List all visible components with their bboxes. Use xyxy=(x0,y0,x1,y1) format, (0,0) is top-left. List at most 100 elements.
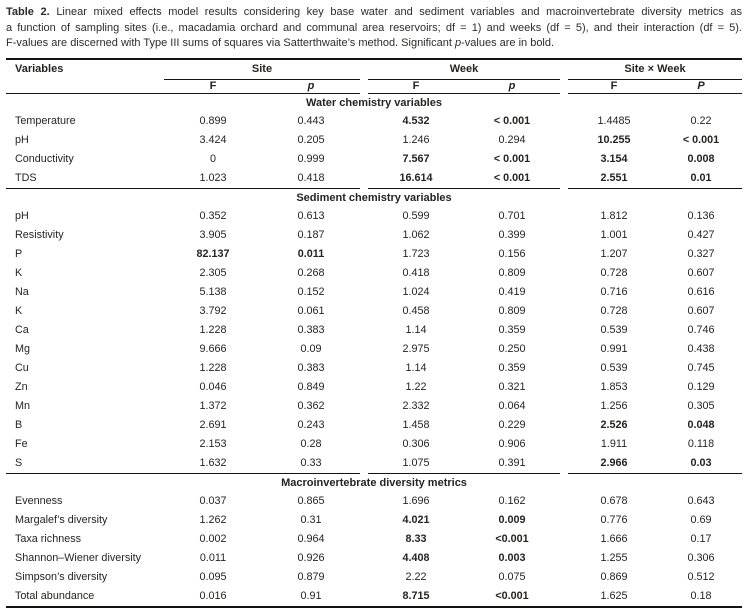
week-f-cell: 2.975 xyxy=(402,342,430,355)
siteweek-p-cell: 0.01 xyxy=(690,171,712,184)
siteweek-f-header: F xyxy=(610,79,618,92)
row-label: pH xyxy=(15,209,29,222)
siteweek-p-cell: 0.427 xyxy=(687,228,715,241)
site-p-cell: 0.964 xyxy=(297,532,325,545)
week-p-cell: 0.321 xyxy=(498,380,526,393)
site-f-cell: 2.305 xyxy=(199,266,227,279)
caption-p-italic: p xyxy=(454,37,462,49)
siteweek-p-cell: 0.643 xyxy=(687,494,715,507)
row-label: Conductivity xyxy=(15,152,74,165)
week-p-cell: < 0.001 xyxy=(493,114,531,127)
week-p-cell: 0.003 xyxy=(498,551,526,564)
week-f-cell: 1.14 xyxy=(405,361,427,374)
week-f-cell: 16.614 xyxy=(399,171,433,184)
siteweek-p-cell: 0.746 xyxy=(687,323,715,336)
siteweek-f-cell: 0.539 xyxy=(600,323,628,336)
siteweek-f-cell: 1.911 xyxy=(600,437,628,450)
week-f-cell: 1.723 xyxy=(402,247,430,260)
row-label: Taxa richness xyxy=(15,532,82,545)
site-p-cell: 0.383 xyxy=(297,323,325,336)
siteweek-f-cell: 1.255 xyxy=(600,551,628,564)
week-f-cell: 0.306 xyxy=(402,437,430,450)
siteweek-p-cell: 0.616 xyxy=(687,285,715,298)
week-p-cell: 0.359 xyxy=(498,323,526,336)
week-f-cell: 0.418 xyxy=(402,266,430,279)
siteweek-f-cell: 1.625 xyxy=(600,589,628,602)
row-label: TDS xyxy=(15,171,37,184)
week-p-cell: 0.809 xyxy=(498,304,526,317)
caption-text: -values are in bold. xyxy=(461,37,555,49)
week-f-cell: 1.696 xyxy=(402,494,430,507)
site-p-cell: 0.09 xyxy=(300,342,322,355)
site-f-cell: 0.011 xyxy=(199,551,227,564)
table-row: Resistivity 3.905 0.187 1.062 0.399 1.001 0.42… xyxy=(6,226,742,245)
week-p-cell: 0.391 xyxy=(498,456,526,469)
site-p-cell: 0.865 xyxy=(297,494,325,507)
week-f-cell: 1.062 xyxy=(402,228,430,241)
week-p-cell: 0.009 xyxy=(498,513,526,526)
site-f-cell: 3.424 xyxy=(199,133,227,146)
week-group-header: Week xyxy=(368,60,560,80)
week-f-cell: 7.567 xyxy=(402,152,430,165)
row-label: Mg xyxy=(15,342,30,355)
week-p-cell: <0.001 xyxy=(495,589,529,602)
row-label: Total abundance xyxy=(15,589,95,602)
siteweek-f-cell: 3.154 xyxy=(600,152,628,165)
week-p-cell: 0.906 xyxy=(498,437,526,450)
week-p-cell: < 0.001 xyxy=(493,152,531,165)
row-label: Evenness xyxy=(15,494,63,507)
site-f-cell: 0.037 xyxy=(199,494,227,507)
siteweek-f-cell: 2.966 xyxy=(600,456,628,469)
siteweek-f-cell: 1.853 xyxy=(600,380,628,393)
siteweek-p-cell: 0.118 xyxy=(687,437,715,450)
site-p-cell: 0.152 xyxy=(297,285,325,298)
table-row: Total abundance 0.016 0.91 8.715 <0.001 1.625… xyxy=(6,587,742,606)
section-divider-rule xyxy=(6,187,742,190)
siteweek-f-cell: 0.539 xyxy=(600,361,628,374)
row-label: Ca xyxy=(15,323,29,336)
site-p-cell: 0.999 xyxy=(297,152,325,165)
site-p-cell: 0.443 xyxy=(297,114,325,127)
site-f-cell: 1.023 xyxy=(199,171,227,184)
siteweek-p-cell: 0.438 xyxy=(687,342,715,355)
row-label: Zn xyxy=(15,380,28,393)
site-f-cell: 0 xyxy=(209,152,216,165)
table-row: Fe 2.153 0.28 0.306 0.906 1.911 0.118 xyxy=(6,435,742,454)
caption-line-3: F-values are discerned with Type III sum… xyxy=(6,36,742,52)
week-f-cell: 4.532 xyxy=(402,114,430,127)
variables-header: Variables xyxy=(15,63,64,75)
table-row: Na 5.138 0.152 1.024 0.419 0.716 0.616 xyxy=(6,283,742,302)
caption-text: Linear mixed effects model results consi… xyxy=(56,6,742,18)
week-p-cell: 0.359 xyxy=(498,361,526,374)
week-f-cell: 8.33 xyxy=(405,532,427,545)
table-row: Conductivity 0 0.999 7.567 < 0.001 3.154 0.008 xyxy=(6,150,742,169)
week-p-cell: 0.229 xyxy=(498,418,526,431)
week-f-cell: 2.22 xyxy=(405,570,427,583)
siteweek-p-cell: 0.03 xyxy=(690,456,712,469)
week-p-header: p xyxy=(508,79,516,92)
caption-line-1: Table 2. Linear mixed effects model resu… xyxy=(6,5,742,21)
siteweek-p-cell: 0.129 xyxy=(687,380,715,393)
siteweek-p-cell: 0.327 xyxy=(687,247,715,260)
row-label: pH xyxy=(15,133,29,146)
table-row: pH 3.424 0.205 1.246 0.294 10.255 < 0.001 xyxy=(6,131,742,150)
table-row: K 2.305 0.268 0.418 0.809 0.728 0.607 xyxy=(6,264,742,283)
week-f-header: F xyxy=(412,79,420,92)
week-f-cell: 2.332 xyxy=(402,399,430,412)
table-row: B 2.691 0.243 1.458 0.229 2.526 0.048 xyxy=(6,416,742,435)
week-p-cell: 0.064 xyxy=(498,399,526,412)
site-p-cell: 0.205 xyxy=(297,133,325,146)
siteweek-p-cell: 0.18 xyxy=(690,589,712,602)
table-caption: Table 2. Linear mixed effects model resu… xyxy=(6,5,742,52)
caption-line-2: a function of sampling sites (i.e., maca… xyxy=(6,21,742,34)
siteweek-p-cell: < 0.001 xyxy=(682,133,720,146)
siteweek-f-cell: 2.526 xyxy=(600,418,628,431)
siteweek-f-cell: 0.991 xyxy=(600,342,628,355)
week-p-cell: 0.075 xyxy=(498,570,526,583)
week-p-cell: 0.156 xyxy=(498,247,526,260)
week-f-cell: 0.599 xyxy=(402,209,430,222)
site-f-cell: 2.691 xyxy=(199,418,227,431)
siteweek-f-cell: 0.678 xyxy=(600,494,628,507)
site-f-cell: 9.666 xyxy=(199,342,227,355)
site-f-cell: 1.228 xyxy=(199,361,227,374)
